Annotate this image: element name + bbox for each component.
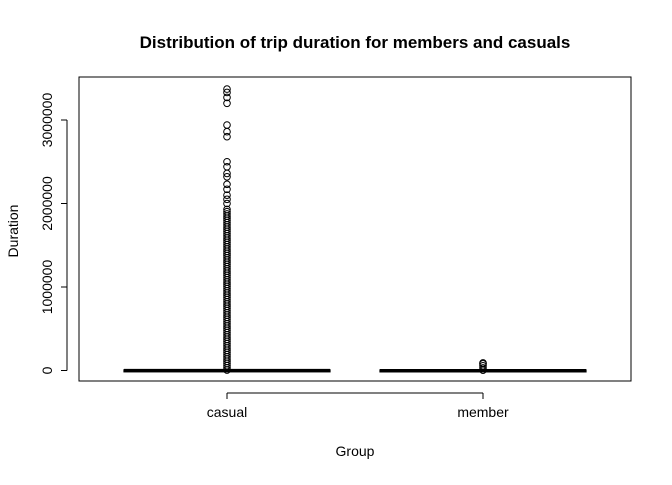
outlier-point xyxy=(223,210,231,218)
outlier-point xyxy=(223,127,231,136)
outlier-point xyxy=(223,93,231,102)
y-tick-label: 3000000 xyxy=(39,93,55,148)
outlier-point xyxy=(223,162,231,171)
outlier-point xyxy=(223,99,231,108)
outlier-point xyxy=(223,157,231,166)
outlier-point xyxy=(223,132,231,141)
outlier-point xyxy=(223,207,231,216)
outlier-point xyxy=(223,191,231,199)
outlier-point xyxy=(223,195,231,204)
outlier-point xyxy=(223,85,231,93)
plot-frame xyxy=(78,76,632,382)
outlier-point xyxy=(223,180,231,189)
chart-title: Distribution of trip duration for member… xyxy=(140,33,571,52)
x-axis-label: Group xyxy=(336,443,375,459)
box-member xyxy=(379,359,587,374)
y-tick-label: 0 xyxy=(39,366,55,374)
outlier-point xyxy=(223,185,231,194)
x-tick-label: casual xyxy=(207,404,247,420)
outlier-point xyxy=(223,205,231,214)
y-tick-label: 2000000 xyxy=(39,176,55,231)
y-tick-label: 1000000 xyxy=(39,260,55,315)
outlier-point xyxy=(479,359,487,367)
y-axis: 0 1000000 2000000 3000000 xyxy=(39,93,68,374)
box-casual xyxy=(123,85,331,374)
outlier-point xyxy=(479,361,487,370)
outlier-point xyxy=(223,121,231,129)
y-axis-label: Duration xyxy=(5,205,21,258)
x-axis: casual member xyxy=(207,392,509,420)
outlier-point xyxy=(223,199,231,208)
boxes xyxy=(123,85,587,374)
x-tick-label: member xyxy=(457,404,509,420)
outlier-point xyxy=(223,88,231,97)
outlier-point xyxy=(479,364,487,372)
outlier-point xyxy=(223,172,231,181)
